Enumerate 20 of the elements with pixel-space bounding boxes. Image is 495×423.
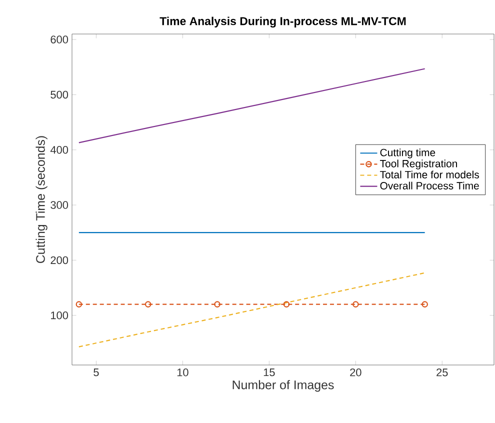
legend-label: Cutting time <box>380 148 436 158</box>
x-tick-label: 20 <box>350 368 362 376</box>
x-tick-label: 10 <box>177 368 188 376</box>
legend-label: Overall Process Time <box>380 182 479 190</box>
y-tick-label: 400 <box>50 146 68 154</box>
line-series <box>78 68 426 144</box>
y-tick-label: 500 <box>50 90 68 99</box>
chart-title: Time Analysis During In-process ML-MV-TCM <box>160 16 406 28</box>
x-tick-label: 15 <box>264 368 275 376</box>
y-tick-label: 100 <box>51 311 68 320</box>
y-tick-label: 300 <box>50 201 68 209</box>
x-tick-label: 5 <box>94 368 99 376</box>
y-axis-title: Cutting Time (seconds) <box>36 136 48 264</box>
line-series <box>78 272 426 348</box>
y-tick-label: 200 <box>50 256 68 264</box>
legend-label: Tool Registration <box>380 160 457 170</box>
legend-label: Total Time for models <box>380 170 479 178</box>
y-tick-label: 600 <box>50 36 68 44</box>
x-axis-title: Number of Images <box>232 380 334 392</box>
x-tick-label: 25 <box>436 368 448 376</box>
